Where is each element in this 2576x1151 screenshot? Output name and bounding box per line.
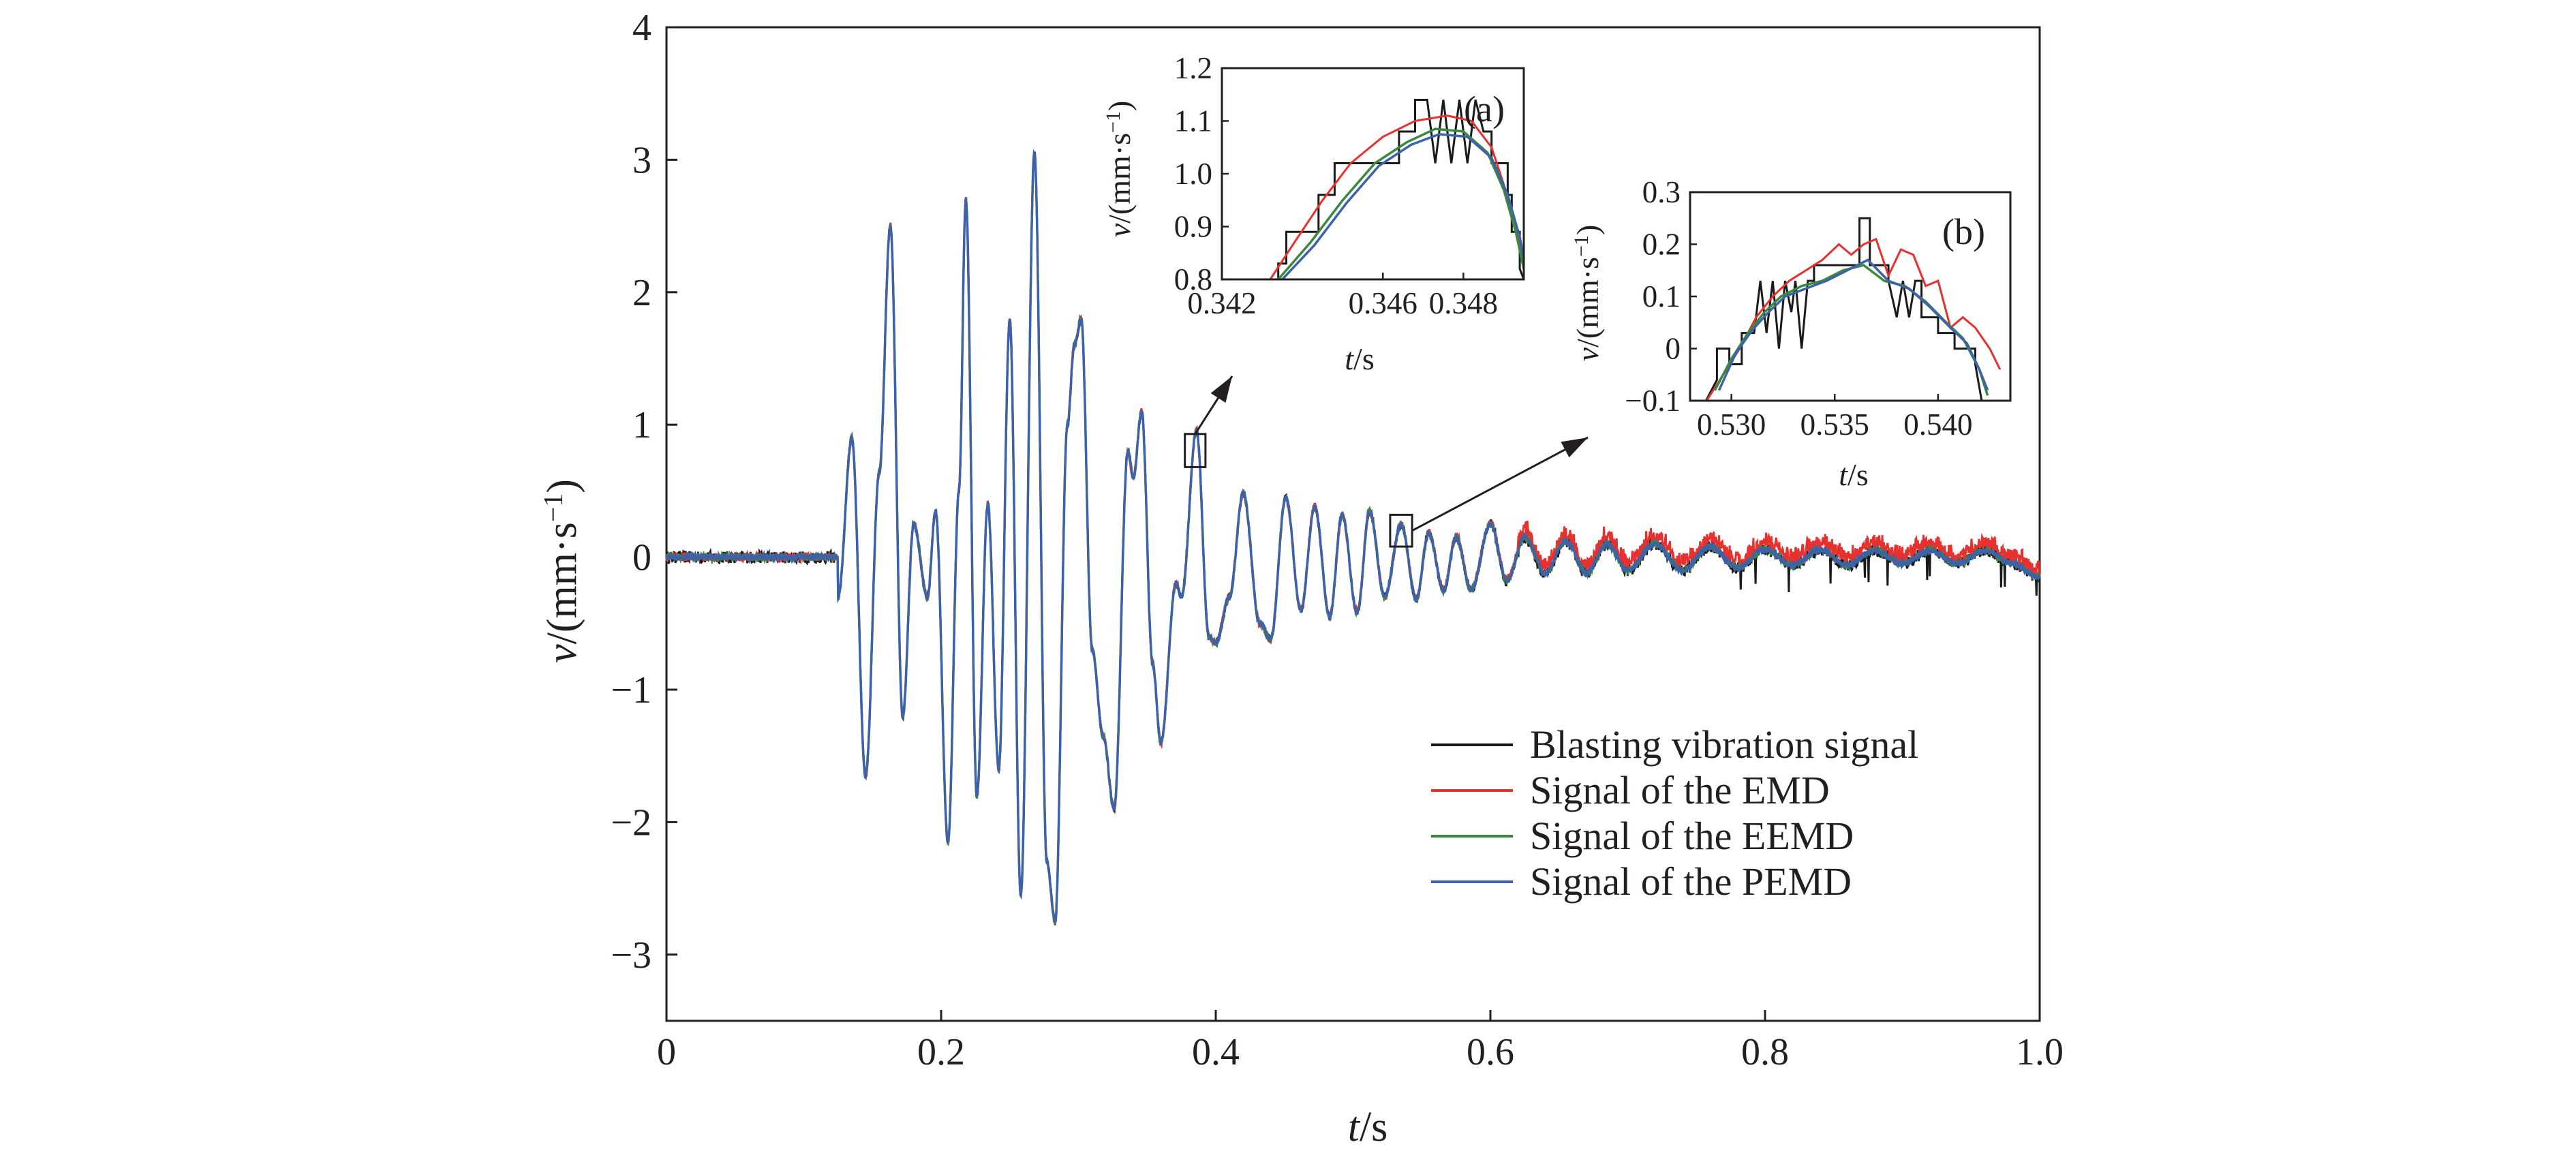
inset-a-eemd-line <box>1277 127 1524 279</box>
zoom-box-b <box>1389 513 1413 548</box>
zoom-boxes <box>1184 375 1589 548</box>
x-tick-label: 0.8 <box>1741 1031 1789 1073</box>
inset-a-x-label: t/s <box>1345 341 1374 376</box>
main-axes: 0 0.2 0.4 0.6 0.8 1.0 −3 −2 −1 0 1 2 3 4 <box>611 7 2064 1073</box>
inset-b-pemd-line <box>1717 258 1989 391</box>
inset-b-x-label: t/s <box>1839 457 1868 492</box>
inset-a-y-tick-label: 1.1 <box>1174 104 1212 138</box>
legend-label-pemd: Signal of the PEMD <box>1530 859 1852 904</box>
zoom-arrow-b <box>1411 436 1589 532</box>
inset-a-pemd-line <box>1281 133 1524 279</box>
inset-b-y-tick-label: −0.1 <box>1625 384 1681 418</box>
y-axis-label: v/(mm·s−1) <box>538 479 585 663</box>
inset-b-panel-label: (b) <box>1942 211 1985 252</box>
x-tick-label: 0 <box>657 1031 676 1073</box>
legend-label-blasting: Blasting vibration signal <box>1530 722 1918 767</box>
inset-b-y-tick-label: 0.1 <box>1642 279 1681 313</box>
inset-a-y-tick-label: 1.2 <box>1174 51 1212 85</box>
inset-b-y-tick-label: 0 <box>1666 332 1681 366</box>
x-axis-label: t/s <box>1348 1104 1388 1150</box>
y-tick-label: −2 <box>611 801 651 844</box>
y-tick-label: 0 <box>632 537 651 579</box>
inset-a-x-tick-label: 0.348 <box>1429 286 1498 320</box>
y-tick-label: −3 <box>611 934 651 977</box>
inset-b-y-label: v/(mm·s−1) <box>1570 225 1605 362</box>
inset-a: 0.342 0.346 0.348 0.8 0.9 1.0 1.1 1.2 <box>1174 51 1525 320</box>
inset-b-series-group <box>1704 217 2002 401</box>
inset-a-x-tick-label: 0.342 <box>1187 286 1256 320</box>
y-tick-label: 1 <box>632 404 651 446</box>
y-tick-label: −1 <box>611 669 651 711</box>
x-tick-label: 1.0 <box>2016 1031 2064 1073</box>
x-tick-label: 0.6 <box>1467 1031 1514 1073</box>
inset-a-panel-label: (a) <box>1464 89 1505 129</box>
x-tick-label: 0.2 <box>917 1031 965 1073</box>
y-tick-label: 2 <box>632 272 651 314</box>
inset-b-x-tick-label: 0.530 <box>1697 408 1766 442</box>
y-tick-label: 4 <box>632 7 651 49</box>
plot-frame <box>665 26 2041 1022</box>
inset-b-x-tick-label: 0.540 <box>1903 408 1972 442</box>
inset-b-emd-line <box>1706 237 2002 401</box>
inset-a-y-tick-label: 0.8 <box>1174 262 1212 296</box>
inset-a-y-label: v/(mm·s−1) <box>1102 101 1137 238</box>
inset-b-y-tick-label: 0.2 <box>1642 228 1681 262</box>
series-pemd-line <box>665 149 2041 923</box>
zoom-arrow-head-a <box>1210 376 1232 403</box>
inset-a-y-tick-label: 0.9 <box>1174 210 1212 244</box>
legend-label-eemd: Signal of the EEMD <box>1530 814 1854 858</box>
inset-b-background <box>1690 192 2010 401</box>
y-tick-label: 3 <box>632 139 651 181</box>
inset-b-y-tick-label: 0.3 <box>1642 175 1681 209</box>
inset-a-x-tick-label: 0.346 <box>1349 286 1417 320</box>
legend: Blasting vibration signal Signal of the … <box>1431 722 1918 904</box>
inset-a-series-group <box>1269 99 1524 279</box>
inset-a-y-tick-label: 1.0 <box>1174 157 1212 191</box>
inset-b: 0.530 0.535 0.540 −0.1 0 0.1 0.2 0.3 <box>1625 175 2012 442</box>
inset-b-blasting-line <box>1704 217 1983 401</box>
inset-b-x-tick-label: 0.535 <box>1800 408 1869 442</box>
zoom-arrow-head-b <box>1561 438 1588 458</box>
legend-label-emd: Signal of the EMD <box>1530 768 1830 812</box>
x-tick-label: 0.4 <box>1192 1031 1240 1073</box>
main-series-group <box>665 149 2041 926</box>
